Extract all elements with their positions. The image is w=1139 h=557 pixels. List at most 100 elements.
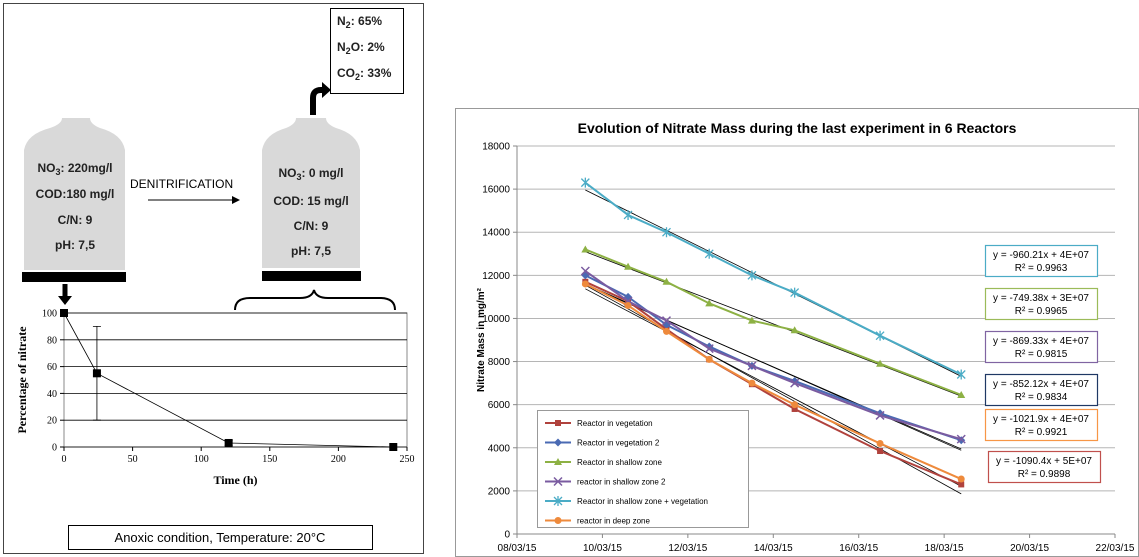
sub-text: N2: 65%	[337, 14, 382, 30]
reactor-text: C/N: 9	[58, 213, 93, 227]
text-part: NO	[278, 166, 296, 180]
condition-box	[68, 525, 373, 550]
y-tick-label: 14000	[482, 228, 510, 239]
text-part: N	[337, 40, 346, 54]
x-tick-label: 08/03/15	[498, 543, 537, 554]
data-point	[875, 330, 885, 341]
x-tick-label: 0	[62, 454, 67, 465]
subscript: 2	[346, 46, 351, 56]
data-point	[956, 369, 966, 380]
equation-box	[984, 373, 1099, 407]
x-tick-label: 50	[128, 454, 138, 465]
left-panel-frame	[3, 3, 424, 554]
trendline	[585, 288, 962, 487]
data-point	[705, 299, 714, 307]
y-axis-label: Nitrate Mass in mg/m²	[476, 287, 487, 392]
equation-text: y = -1021.9x + 4E+07	[993, 414, 1089, 425]
gas-box	[330, 8, 404, 94]
data-point	[553, 476, 563, 487]
gas-arrow	[310, 87, 324, 115]
equation-text: R² = 0.9963	[1015, 263, 1068, 274]
y-axis-label: Percentage of nitrate	[15, 326, 29, 434]
data-point	[224, 438, 233, 447]
data-point	[60, 309, 68, 317]
data-point	[624, 302, 632, 310]
equation-text: R² = 0.9921	[1015, 427, 1068, 438]
equation-text: R² = 0.9815	[1015, 349, 1068, 360]
equation-text: y = -960.21x + 4E+07	[993, 250, 1089, 261]
y-tick-label: 20	[47, 416, 57, 427]
y-tick-label: 0	[52, 443, 57, 454]
subscript: 2	[346, 20, 351, 30]
reactor-text: pH: 7,5	[291, 244, 331, 258]
data-point	[704, 344, 714, 354]
data-point	[876, 439, 884, 447]
data-point	[747, 361, 757, 371]
x-axis-label: Time (h)	[213, 473, 257, 487]
data-point	[580, 266, 590, 276]
y-tick-label: 6000	[488, 400, 511, 411]
equation-text: R² = 0.9965	[1015, 306, 1068, 317]
x-tick-label: 12/03/15	[668, 543, 707, 554]
y-tick-label: 2000	[488, 486, 511, 497]
reactor-bottle	[262, 118, 360, 268]
data-point	[705, 355, 713, 363]
equation-box	[984, 408, 1099, 442]
arrow-head	[322, 82, 331, 98]
data-point	[663, 327, 670, 335]
x-tick-label: 20/03/15	[1010, 543, 1049, 554]
equation-text: y = -1090.4x + 5E+07	[996, 456, 1092, 467]
y-tick-label: 12000	[482, 271, 510, 282]
data-point	[748, 379, 756, 387]
y-tick-label: 8000	[488, 357, 511, 368]
data-point	[747, 316, 756, 324]
reactor-text: pH: 7,5	[55, 238, 95, 252]
reactor-text: COD: 15 mg/l	[273, 194, 348, 208]
data-point	[791, 405, 798, 412]
data-point	[747, 270, 757, 281]
sub-text: N2O: 2%	[337, 40, 385, 56]
text-part: NO	[37, 161, 55, 175]
data-point	[581, 245, 590, 253]
x-tick-label: 22/03/15	[1096, 543, 1135, 554]
data-point	[581, 280, 589, 288]
data-point	[957, 475, 965, 483]
reactor-base	[262, 271, 361, 281]
legend-label: reactor in deep zone	[577, 517, 650, 526]
legend-label: Reactor in vegetation	[577, 419, 653, 428]
subscript: 3	[55, 167, 60, 177]
data-point	[876, 359, 885, 367]
data-point	[704, 248, 714, 259]
equation-text: y = -869.33x + 4E+07	[993, 336, 1089, 347]
sub-text: NO3: 220mg/l	[37, 161, 112, 177]
legend-label: Reactor in vegetation 2	[577, 439, 660, 448]
reactor-base	[22, 272, 126, 282]
sub-text: NO3: 0 mg/l	[278, 166, 343, 182]
data-point	[389, 443, 398, 451]
y-tick-label: 0	[504, 530, 510, 541]
data-point	[791, 401, 799, 409]
data-point	[662, 277, 671, 285]
data-point	[555, 420, 561, 426]
data-point	[623, 209, 633, 220]
x-tick-label: 18/03/15	[925, 543, 964, 554]
data-line	[63, 312, 394, 448]
x-tick-label: 14/03/15	[754, 543, 793, 554]
data-point	[624, 262, 633, 270]
data-point	[554, 438, 562, 447]
data-point	[956, 434, 966, 444]
process-label: DENITRIFICATION	[130, 177, 233, 191]
equation-box	[984, 287, 1099, 321]
data-line	[584, 283, 962, 480]
arrow-head	[58, 296, 72, 305]
y-tick-label: 18000	[482, 142, 510, 153]
text-part: O: 2%	[351, 40, 385, 54]
data-point	[875, 410, 885, 420]
data-line	[584, 181, 962, 376]
y-tick-label: 16000	[482, 185, 510, 196]
x-tick-label: 200	[331, 454, 346, 465]
legend-box	[537, 410, 749, 528]
data-point	[661, 316, 672, 326]
text-part: : 0 mg/l	[302, 166, 344, 180]
